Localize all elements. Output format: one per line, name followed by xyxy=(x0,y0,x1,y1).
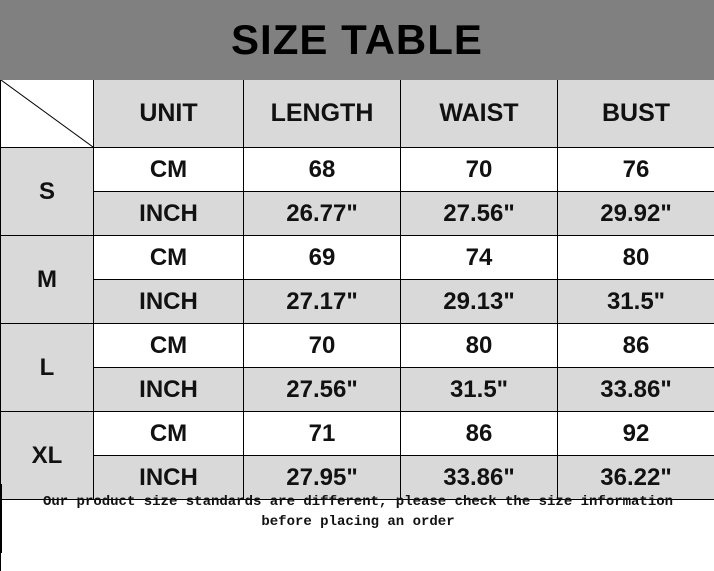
unit-cell: CM xyxy=(94,324,244,368)
measurement-cell: 26.77" xyxy=(244,192,401,236)
measurement-cell: 86 xyxy=(401,412,558,456)
unit-cell: INCH xyxy=(94,456,244,500)
unit-cell: CM xyxy=(94,236,244,280)
header-unit: UNIT xyxy=(94,80,244,148)
measurement-cell: 33.86" xyxy=(558,368,714,412)
measurement-cell: 29.13" xyxy=(401,280,558,324)
measurement-cell: 29.92" xyxy=(558,192,714,236)
measurement-cell: 74 xyxy=(401,236,558,280)
measurement-cell: 76 xyxy=(558,148,714,192)
measurement-cell: 71 xyxy=(244,412,401,456)
header-waist: WAIST xyxy=(401,80,558,148)
size-label-xl: XL xyxy=(1,412,94,500)
unit-cell: INCH xyxy=(94,368,244,412)
notice-line-1: Our product size standards are different… xyxy=(42,494,674,510)
unit-cell: CM xyxy=(94,412,244,456)
header-length: LENGTH xyxy=(244,80,401,148)
measurement-cell: 36.22" xyxy=(558,456,714,500)
measurement-cell: 80 xyxy=(558,236,714,280)
measurement-cell: 31.5" xyxy=(401,368,558,412)
measurement-cell: 31.5" xyxy=(558,280,714,324)
measurement-cell: 80 xyxy=(401,324,558,368)
size-label-m: M xyxy=(1,236,94,324)
measurement-cell: 33.86" xyxy=(401,456,558,500)
measurement-cell: 70 xyxy=(244,324,401,368)
measurement-cell: 68 xyxy=(244,148,401,192)
unit-cell: CM xyxy=(94,148,244,192)
measurement-cell: 70 xyxy=(401,148,558,192)
page-title: SIZE TABLE xyxy=(0,0,714,80)
measurement-cell: 92 xyxy=(558,412,714,456)
measurement-cell: 27.56" xyxy=(244,368,401,412)
measurement-cell: 27.56" xyxy=(401,192,558,236)
unit-cell: INCH xyxy=(94,192,244,236)
diagonal-line xyxy=(1,80,93,147)
measurement-cell: 27.17" xyxy=(244,280,401,324)
measurement-cell: 69 xyxy=(244,236,401,280)
corner-cell xyxy=(1,80,94,148)
size-label-s: S xyxy=(1,148,94,236)
size-table: UNIT LENGTH WAIST BUST S CM 68 70 76 INCH 26.77" 27… xyxy=(0,80,714,571)
measurement-cell: 27.95" xyxy=(244,456,401,500)
size-notice: Our product size standards are different… xyxy=(0,484,714,553)
unit-cell: INCH xyxy=(94,280,244,324)
header-bust: BUST xyxy=(558,80,714,148)
size-label-l: L xyxy=(1,324,94,412)
measurement-cell: 86 xyxy=(558,324,714,368)
notice-line-2: before placing an order xyxy=(261,514,455,530)
